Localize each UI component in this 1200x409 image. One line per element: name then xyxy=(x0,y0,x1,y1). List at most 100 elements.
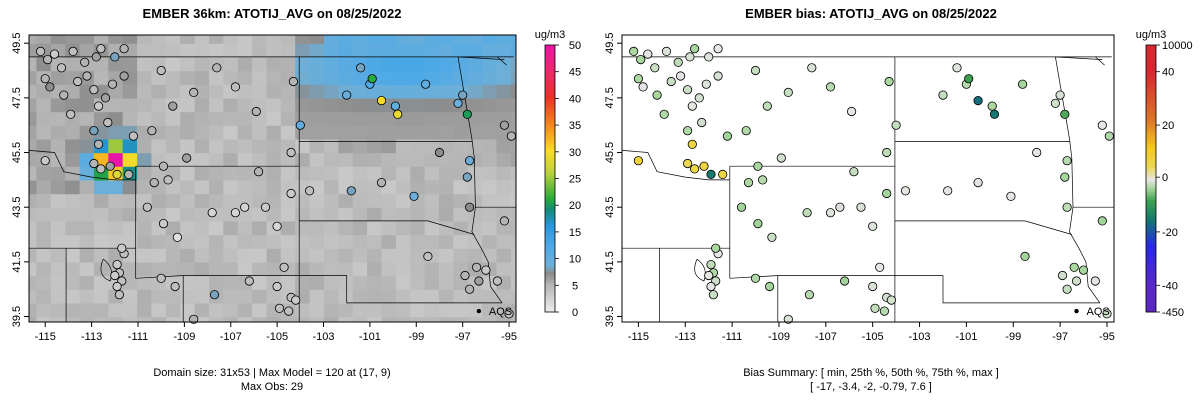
station-bias xyxy=(699,161,709,171)
colorbar-swatch xyxy=(545,293,555,297)
grid-cell xyxy=(194,84,210,99)
station-bias xyxy=(713,71,723,81)
grid-cell xyxy=(324,97,339,113)
colorbar-swatch xyxy=(1146,127,1156,131)
grid-cell xyxy=(309,125,325,140)
colorbar-swatch xyxy=(545,138,555,142)
grid-cell xyxy=(194,207,210,222)
colorbar-swatch xyxy=(1146,63,1156,67)
grid-cell xyxy=(93,234,109,249)
grid-cell xyxy=(79,138,95,154)
grid-cell xyxy=(137,316,153,322)
station-bias xyxy=(900,186,911,196)
colorbar-swatch xyxy=(1146,266,1156,270)
grid-cell xyxy=(65,35,81,44)
grid-cell xyxy=(324,138,339,154)
y-tick-label: 47.5 xyxy=(11,87,23,108)
station-bias xyxy=(718,169,728,179)
station-observation xyxy=(462,109,472,119)
station-observation xyxy=(147,126,157,136)
colorbar-swatch xyxy=(1146,133,1156,137)
colorbar-swatch xyxy=(1146,47,1156,51)
grid-cell xyxy=(65,152,81,167)
grid-cell xyxy=(65,234,81,249)
grid-cell xyxy=(352,275,368,290)
colorbar-swatch xyxy=(545,186,555,190)
grid-cell xyxy=(410,179,426,195)
colorbar-swatch xyxy=(1146,234,1156,238)
grid-cell xyxy=(352,302,368,318)
grid-cell xyxy=(223,166,239,181)
grid-cell xyxy=(324,289,339,304)
lake-outline xyxy=(694,258,706,282)
x-tick-label: -111 xyxy=(128,331,148,343)
grid-cell xyxy=(439,84,454,99)
colorbar-swatch xyxy=(1146,175,1156,179)
grid-cell xyxy=(510,220,516,236)
grid-cell xyxy=(381,35,397,44)
grid-cell xyxy=(180,220,196,236)
station-observation xyxy=(499,216,509,226)
grid-cell xyxy=(50,166,66,181)
station-bias xyxy=(973,178,983,188)
colorbar-swatch xyxy=(545,253,555,257)
grid-cell xyxy=(295,138,311,154)
right-boundaries xyxy=(622,56,1114,322)
grid-cell xyxy=(137,56,153,72)
station-observation xyxy=(207,208,217,218)
grid-cell xyxy=(194,125,210,140)
grid-cell xyxy=(395,43,411,58)
grid-cell xyxy=(266,70,282,85)
station-observation xyxy=(66,109,76,119)
grid-cell xyxy=(29,207,37,222)
grid-cell xyxy=(352,234,368,249)
station-bias xyxy=(666,76,676,87)
station-bias xyxy=(689,44,700,54)
colorbar-swatch xyxy=(1146,95,1156,99)
grid-cell xyxy=(410,56,426,72)
grid-cell xyxy=(510,84,516,99)
grid-cell xyxy=(93,289,109,304)
grid-cell xyxy=(151,97,167,113)
station-bias xyxy=(1102,309,1112,319)
grid-cell xyxy=(165,289,181,304)
grid-cell xyxy=(65,261,81,277)
grid-cell xyxy=(194,97,210,113)
colorbar-swatch xyxy=(1146,149,1156,153)
right-plot-frame xyxy=(621,34,1115,323)
grid-cell xyxy=(223,193,239,208)
grid-cell xyxy=(50,261,66,277)
colorbar-swatch xyxy=(545,165,555,169)
grid-cell xyxy=(266,111,282,126)
grid-cell xyxy=(338,152,354,167)
grid-cell xyxy=(36,138,52,154)
colorbar-swatch xyxy=(1146,269,1156,273)
grid-cell xyxy=(22,16,37,30)
grid-cell xyxy=(324,193,339,208)
station-observation xyxy=(464,202,475,212)
grid-cell xyxy=(79,193,95,208)
colorbar-swatch xyxy=(545,101,555,105)
grid-cell xyxy=(280,56,296,72)
grid-cell xyxy=(352,70,368,85)
grid-cell xyxy=(237,97,253,113)
colorbar-swatch xyxy=(1146,194,1156,198)
colorbar-swatch xyxy=(1146,245,1156,249)
x-tick-label: -113 xyxy=(81,331,102,343)
colorbar-swatch xyxy=(1146,178,1156,182)
grid-cell xyxy=(93,261,109,277)
grid-cell xyxy=(223,316,239,322)
grid-cell xyxy=(209,261,224,277)
station-observation xyxy=(49,49,60,59)
grid-cell xyxy=(237,111,253,126)
grid-cell xyxy=(65,289,81,304)
grid-cell xyxy=(439,193,454,208)
grid-cell xyxy=(93,302,109,318)
station-observation xyxy=(434,147,445,158)
colorbar-swatch xyxy=(1146,237,1156,241)
grid-cell xyxy=(137,43,153,58)
grid-cell xyxy=(137,84,153,99)
grid-cell xyxy=(309,56,325,72)
station-observation xyxy=(89,85,99,95)
grid-cell xyxy=(180,43,196,58)
